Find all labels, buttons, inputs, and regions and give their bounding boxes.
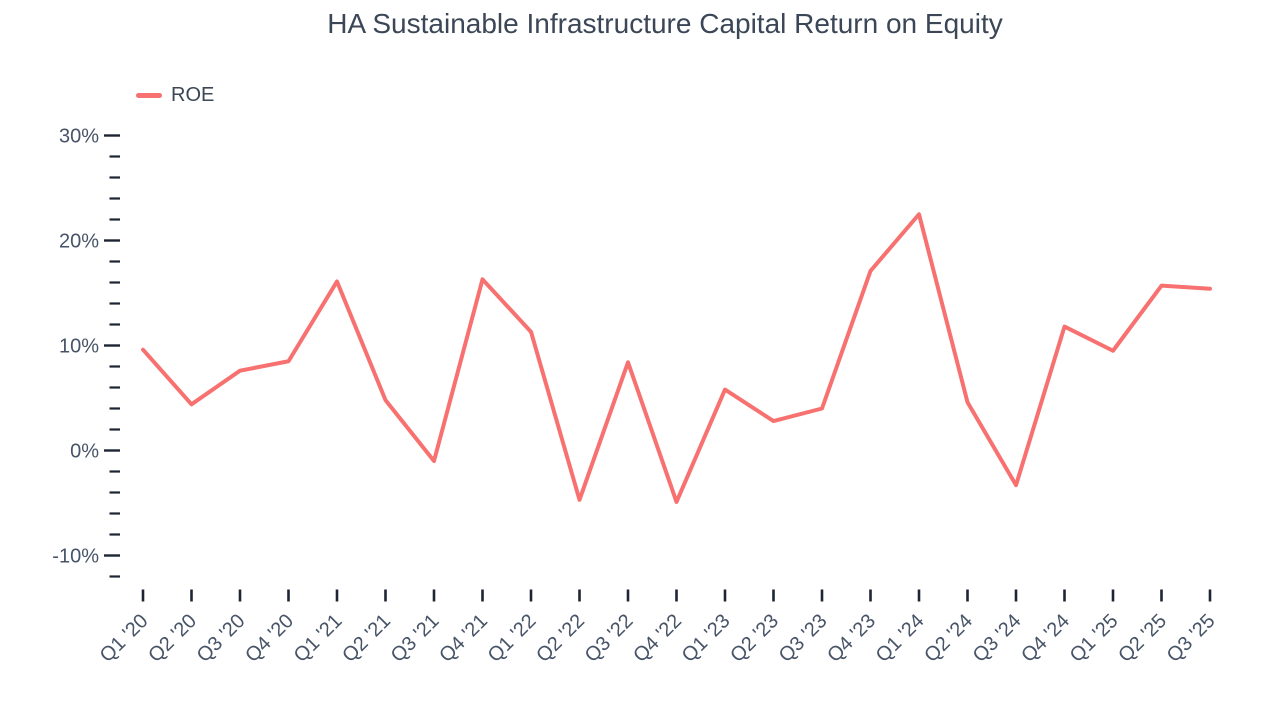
x-axis-label: Q4 '21 <box>435 610 492 667</box>
x-axis-label: Q4 '22 <box>629 610 686 667</box>
x-axis-label: Q4 '24 <box>1017 610 1074 667</box>
x-axis-label: Q3 '24 <box>969 610 1026 667</box>
legend: ROE <box>136 84 214 106</box>
x-axis-label: Q2 '21 <box>338 610 395 667</box>
legend-line-swatch <box>136 92 162 98</box>
y-axis-label: 10% <box>59 336 99 358</box>
x-axis-label: Q3 '22 <box>581 610 638 667</box>
x-axis-label: Q3 '20 <box>193 610 250 667</box>
x-axis-label: Q2 '24 <box>920 610 977 667</box>
chart-title: HA Sustainable Infrastructure Capital Re… <box>327 8 1003 39</box>
x-axis-label: Q1 '25 <box>1066 610 1123 667</box>
y-axis-label: 0% <box>70 441 99 463</box>
x-axis-label: Q1 '22 <box>484 610 541 667</box>
x-axis-label: Q3 '23 <box>775 610 832 667</box>
legend-series-label: ROE <box>171 83 215 106</box>
x-axis-label: Q2 '25 <box>1114 610 1171 667</box>
x-axis-label: Q2 '23 <box>726 610 783 667</box>
x-axis-label: Q3 '25 <box>1163 610 1220 667</box>
x-axis-label: Q3 '21 <box>387 610 444 667</box>
x-axis-label: Q2 '22 <box>532 610 589 667</box>
x-axis-label: Q2 '20 <box>144 610 201 667</box>
y-axis-label: 20% <box>59 231 99 253</box>
x-axis-label: Q4 '23 <box>823 610 880 667</box>
y-axis-label: -10% <box>52 546 99 568</box>
x-axis-label: Q1 '23 <box>678 610 735 667</box>
x-axis-label: Q4 '20 <box>241 610 298 667</box>
x-axis-label: Q1 '20 <box>96 610 153 667</box>
x-axis-label: Q1 '21 <box>290 610 347 667</box>
series-line-roe <box>141 212 1212 504</box>
x-axis-label: Q1 '24 <box>872 610 929 667</box>
y-axis-label: 30% <box>59 126 99 148</box>
